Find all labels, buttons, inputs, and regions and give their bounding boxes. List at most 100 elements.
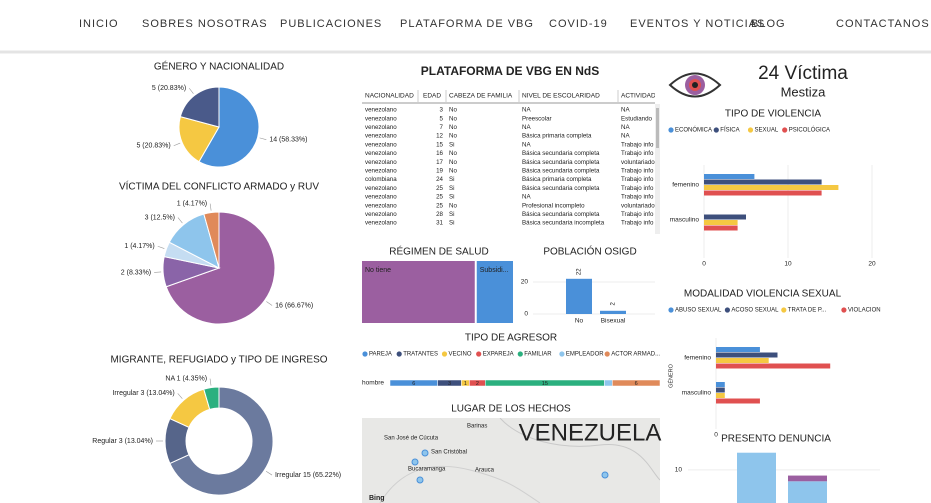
chart-title: TIPO DE AGRESOR <box>465 333 557 344</box>
nav-item[interactable]: PLATAFORMA DE VBG <box>400 18 534 30</box>
cell: Si <box>449 211 455 218</box>
x-tick-label: 10 <box>784 261 792 268</box>
data-label: 15 <box>542 381 548 387</box>
legend-label: ACTOR ARMAD... <box>611 352 660 358</box>
legend-swatch <box>724 307 731 313</box>
column-header: ACTIVIDAD <box>621 93 656 100</box>
nav-item[interactable]: EVENTOS Y NOTICIAS <box>630 18 765 30</box>
data-label: 3 <box>448 381 451 387</box>
cell: Básica secundaria completa <box>522 150 600 157</box>
slice <box>169 388 211 428</box>
x-tick-label: 0 <box>714 432 718 439</box>
cell: Básica primaria completa <box>522 133 592 140</box>
cell: 25 <box>436 194 443 201</box>
cell: 28 <box>436 211 443 218</box>
legend-swatch <box>396 351 402 357</box>
data-label: Irregular 15 (65.22%) <box>275 472 341 479</box>
tile-label: Subsidi... <box>480 267 509 274</box>
cell: Si <box>449 141 455 148</box>
map-marker[interactable] <box>416 476 424 484</box>
map-place: Bucaramanga <box>408 467 446 473</box>
leader-line <box>157 245 165 249</box>
map-place: San José de Cúcuta <box>384 436 439 442</box>
cell: venezolano <box>365 107 397 114</box>
cell: voluntariado <box>621 202 655 209</box>
map-marker[interactable] <box>411 458 419 466</box>
cell: Trabajo info <box>621 211 654 218</box>
cell: No <box>449 107 457 114</box>
card-subtitle: Mestiza <box>781 84 827 99</box>
bar <box>704 214 746 220</box>
data-label: 1 (4.17%) <box>177 200 207 207</box>
y-tick-label: 10 <box>675 467 683 474</box>
cell: NA <box>522 124 531 131</box>
cell: Trabajo info <box>621 141 654 148</box>
card-count: 24 Víctima <box>758 63 848 84</box>
x-tick-label: No <box>575 318 584 325</box>
legend-swatch <box>782 127 788 133</box>
x-tick-label: 0 <box>702 261 706 268</box>
chart-title: VÍCTIMA DEL CONFLICTO ARMADO y RUV <box>119 180 319 193</box>
cell: Básica secundaria incompleta <box>522 220 605 227</box>
bar <box>716 358 769 363</box>
nav-item[interactable]: BLOG <box>751 18 786 30</box>
border <box>499 418 660 481</box>
cell: 17 <box>436 159 443 166</box>
slice <box>169 386 274 496</box>
chart-title: TIPO DE VIOLENCIA <box>725 109 821 120</box>
cell: NA <box>522 194 531 201</box>
cell: voluntariado <box>621 159 655 166</box>
cell: venezolano <box>365 150 397 157</box>
cell: Preescolar <box>522 115 552 122</box>
nav-item[interactable]: CONTACTANOS <box>836 18 930 30</box>
legend-swatch <box>559 351 565 357</box>
cell: 31 <box>436 220 443 227</box>
nav-item[interactable]: PUBLICACIONES <box>280 18 382 30</box>
map <box>362 418 660 503</box>
nav-bar <box>0 0 931 52</box>
y-tick-label: 0 <box>524 311 528 318</box>
road <box>379 465 541 503</box>
column-header: NIVEL DE ESCOLARIDAD <box>522 93 600 100</box>
cell: 12 <box>436 133 443 140</box>
cell: 16 <box>436 150 443 157</box>
map-marker[interactable] <box>421 449 429 457</box>
y-axis-label: GÉNERO <box>667 363 674 388</box>
cell: No <box>449 133 457 140</box>
cell: venezolano <box>365 133 397 140</box>
legend-label: ECONÓMICA <box>675 127 712 134</box>
cell: venezolano <box>365 159 397 166</box>
cell: 15 <box>436 141 443 148</box>
bar <box>716 347 760 352</box>
cell: venezolano <box>365 185 397 192</box>
legend-swatch <box>668 307 674 313</box>
bar <box>716 352 778 358</box>
data-label: 1 (4.17%) <box>124 243 154 250</box>
table-title: PLATAFORMA DE VBG EN NdS <box>421 64 599 78</box>
map-marker[interactable] <box>601 471 609 479</box>
cell: NA <box>621 107 630 114</box>
cell: Si <box>449 176 455 183</box>
map-place: Barinas <box>467 424 487 430</box>
table: NACIONALIDAD EDAD CABEZA DE FAMILIA NIVEL D… <box>362 90 656 227</box>
legend-swatch <box>362 351 368 357</box>
cell: Profesional incompleto <box>522 202 585 209</box>
scroll-thumb[interactable] <box>656 108 659 148</box>
legend-label: VECINO <box>449 352 472 358</box>
cell: NA <box>522 107 531 114</box>
nav-item[interactable]: INICIO <box>79 18 119 30</box>
cell: No <box>449 124 457 131</box>
bar <box>716 393 725 398</box>
nav-item[interactable]: SOBRES NOSOTRAS <box>142 18 268 30</box>
cell: venezolano <box>365 115 397 122</box>
cell: No <box>449 168 457 175</box>
legend-label: EXPAREJA <box>483 352 514 358</box>
cell: No <box>449 150 457 157</box>
legend-swatch <box>668 127 674 133</box>
cell: Básica secundaria completa <box>522 168 600 175</box>
nav-item[interactable]: COVID-19 <box>549 18 608 30</box>
leader-line <box>266 301 273 306</box>
data-label: 16 (66.67%) <box>275 302 313 309</box>
cell: Trabajo info <box>621 194 654 201</box>
column-header: NACIONALIDAD <box>365 93 414 100</box>
